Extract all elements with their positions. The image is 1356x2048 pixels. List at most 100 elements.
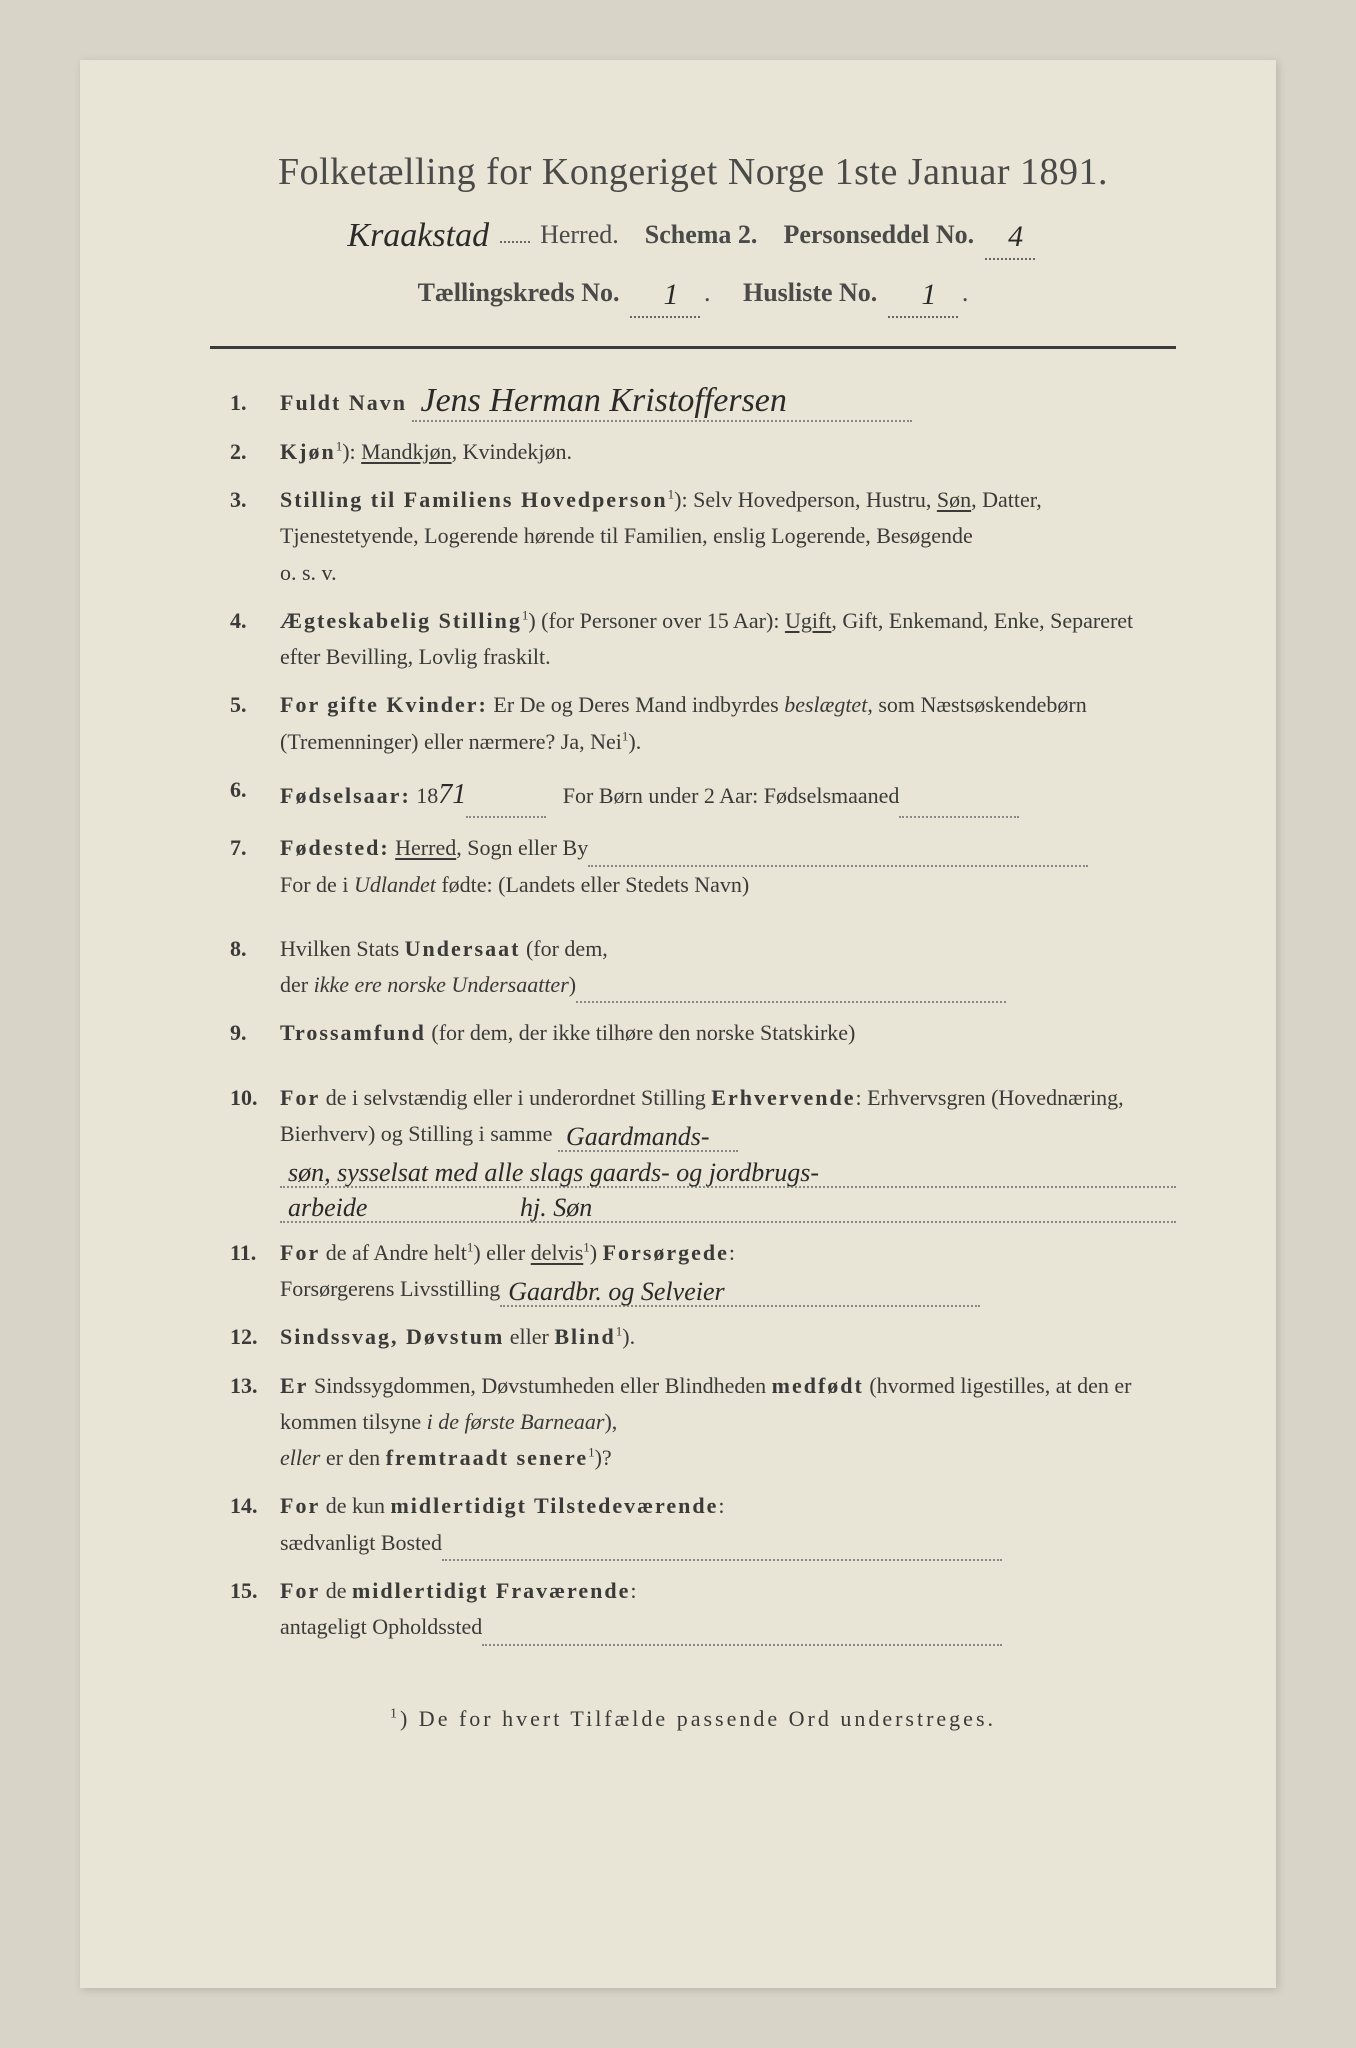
schema-label: Schema 2. — [645, 220, 758, 249]
item-12-text: eller — [504, 1324, 554, 1349]
item-14-text: de kun — [320, 1493, 390, 1518]
item-2: 2. Kjøn1): Mandkjøn, Kvindekjøn. — [230, 434, 1176, 470]
item-2-colon: ): — [342, 439, 355, 464]
item-5-end: ). — [628, 729, 641, 754]
item-1-label: Fuldt Navn — [280, 390, 407, 415]
item-2-rest: , Kvindekjøn. — [452, 439, 572, 464]
item-1-fill: Jens Herman Kristoffersen — [412, 395, 912, 421]
husliste-label: Husliste No. — [743, 278, 877, 307]
item-11-colon: : — [729, 1240, 735, 1265]
item-13-line3-text: er den — [320, 1445, 385, 1470]
item-9: 9. Trossamfund (for dem, der ikke tilhør… — [230, 1015, 1176, 1051]
item-9-num: 9. — [230, 1015, 280, 1051]
subtitle-line-1: Kraakstad Herred. Schema 2. Personseddel… — [210, 206, 1176, 260]
item-2-underlined: Mandkjøn — [361, 439, 451, 464]
item-8-line1a: Hvilken Stats — [280, 936, 405, 961]
item-14-label: For — [280, 1493, 320, 1518]
item-1-value: Jens Herman Kristoffersen — [420, 373, 786, 429]
item-15-bold2: midlertidigt Fraværende — [352, 1578, 630, 1603]
item-11-bold2: Forsørgede — [603, 1240, 729, 1265]
item-8-num: 8. — [230, 931, 280, 1004]
item-2-num: 2. — [230, 434, 280, 470]
husliste-blank: 1 — [888, 268, 958, 318]
item-15: 15. For de midlertidigt Fraværende: anta… — [230, 1573, 1176, 1646]
footnote-sup: 1 — [390, 1706, 400, 1721]
item-1: 1. Fuldt Navn Jens Herman Kristoffersen — [230, 385, 1176, 421]
item-5-text: Er De og Deres Mand indbyrdes — [488, 692, 784, 717]
item-8-line2-italic: ikke ere norske Undersaatter — [314, 972, 569, 997]
item-13-line3-italic: eller — [280, 1445, 320, 1470]
item-13: 13. Er Sindssygdommen, Døvstumheden elle… — [230, 1368, 1176, 1477]
item-7-body: Fødested: Herred, Sogn eller By For de i… — [280, 830, 1176, 903]
item-12-body: Sindssvag, Døvstum eller Blind1). — [280, 1319, 1176, 1355]
item-14: 14. For de kun midlertidigt Tilstedevære… — [230, 1488, 1176, 1561]
item-10-text: de i selvstændig eller i underordnet Sti… — [320, 1085, 711, 1110]
personseddel-label: Personseddel No. — [783, 220, 974, 249]
item-3-text3: o. s. v. — [280, 555, 1176, 591]
item-5-num: 5. — [230, 687, 280, 760]
item-10-bold2: Erhvervende — [711, 1085, 855, 1110]
item-10-body: For de i selvstændig eller i underordnet… — [280, 1080, 1176, 1223]
item-13-italic: i de første Barneaar — [427, 1409, 605, 1434]
item-12: 12. Sindssvag, Døvstum eller Blind1). — [230, 1319, 1176, 1355]
personseddel-no: 4 — [1008, 213, 1023, 261]
item-7: 7. Fødested: Herred, Sogn eller By For d… — [230, 830, 1176, 903]
item-1-num: 1. — [230, 385, 280, 421]
item-3-num: 3. — [230, 482, 280, 591]
item-5-body: For gifte Kvinder: Er De og Deres Mand i… — [280, 687, 1176, 760]
item-10-label: For — [280, 1085, 320, 1110]
item-8: 8. Hvilken Stats Undersaat (for dem, der… — [230, 931, 1176, 1004]
footnote-text: ) De for hvert Tilfælde passende Ord und… — [400, 1706, 996, 1731]
item-5-italic: beslægtet — [784, 692, 867, 717]
item-14-colon: : — [718, 1493, 724, 1518]
item-3-body: Stilling til Familiens Hovedperson1): Se… — [280, 482, 1176, 591]
item-10-num: 10. — [230, 1080, 280, 1223]
item-4: 4. Ægteskabelig Stilling1) (for Personer… — [230, 603, 1176, 676]
main-title: Folketælling for Kongeriget Norge 1ste J… — [210, 150, 1176, 194]
item-15-subline: antageligt Opholdssted — [280, 1609, 1176, 1645]
item-11-sub: Forsørgerens Livsstilling — [280, 1276, 500, 1301]
item-7-num: 7. — [230, 830, 280, 903]
item-15-num: 15. — [230, 1573, 280, 1646]
item-7-label: Fødested: — [280, 835, 390, 860]
form-items: 1. Fuldt Navn Jens Herman Kristoffersen … — [210, 385, 1176, 1645]
item-15-sub: antageligt Opholdssted — [280, 1614, 482, 1639]
item-4-underlined: Ugift — [785, 608, 831, 633]
item-7-sub-a: For de i — [280, 872, 354, 897]
item-15-label: For — [280, 1578, 320, 1603]
header-block: Folketælling for Kongeriget Norge 1ste J… — [210, 150, 1176, 318]
item-13-bold2: medfødt — [772, 1373, 864, 1398]
item-15-colon: : — [630, 1578, 636, 1603]
item-8-line1b: Undersaat — [405, 936, 521, 961]
item-11-fill: Gaardbr. og Selveier — [500, 1281, 980, 1307]
item-6-body: Fødselsaar: 1871 For Børn under 2 Aar: F… — [280, 772, 1176, 818]
item-6-text2: For Børn under 2 Aar: Fødselsmaaned — [563, 783, 900, 808]
item-3: 3. Stilling til Familiens Hovedperson1):… — [230, 482, 1176, 591]
item-7-sub: For de i Udlandet fødte: (Landets eller … — [280, 867, 1176, 903]
item-7-sub-italic: Udlandet — [354, 872, 436, 897]
item-4-body: Ægteskabelig Stilling1) (for Personer ov… — [280, 603, 1176, 676]
item-10-fill2: søn, sysselsat med alle slags gaards- og… — [280, 1152, 1176, 1187]
item-3-colon: ): — [674, 487, 687, 512]
header-rule — [210, 346, 1176, 349]
taellingskreds-label: Tællingskreds No. — [418, 278, 620, 307]
census-form-page: Folketælling for Kongeriget Norge 1ste J… — [80, 60, 1276, 1988]
item-8-line2a: der — [280, 972, 314, 997]
herred-label: Herred. — [540, 220, 619, 249]
item-11-hw: Gaardbr. og Selveier — [508, 1271, 724, 1314]
item-11-label: For — [280, 1240, 320, 1265]
item-6-prefix: 18 — [411, 783, 439, 808]
taellingskreds-no: 1 — [663, 271, 678, 319]
item-11-subline: Forsørgerens LivsstillingGaardbr. og Sel… — [280, 1271, 1176, 1307]
item-14-num: 14. — [230, 1488, 280, 1561]
item-13-line3-bold: fremtraadt senere — [386, 1445, 588, 1470]
item-14-fill — [442, 1535, 1002, 1561]
item-12-bold2: Blind — [554, 1324, 615, 1349]
item-10-hw3b: hj. Søn — [520, 1187, 592, 1230]
item-12-num: 12. — [230, 1319, 280, 1355]
item-5: 5. For gifte Kvinder: Er De og Deres Man… — [230, 687, 1176, 760]
item-4-label: Ægteskabelig Stilling — [280, 608, 522, 633]
item-7-sub-b: fødte: (Landets eller Stedets Navn) — [436, 872, 749, 897]
item-7-fill — [588, 840, 1088, 866]
item-5-label: For gifte Kvinder: — [280, 692, 488, 717]
